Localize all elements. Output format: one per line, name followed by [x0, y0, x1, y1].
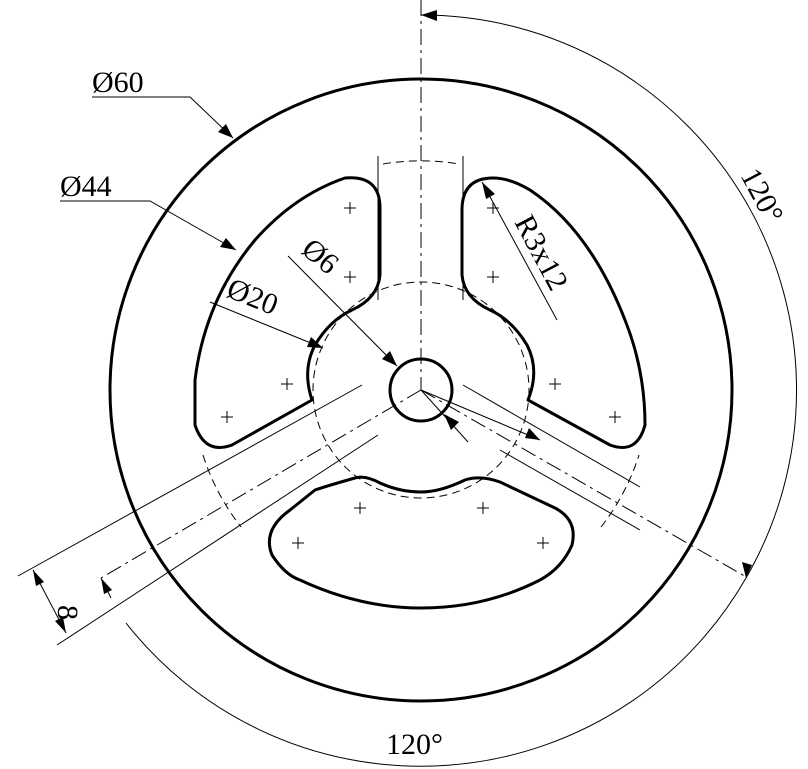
arrowhead-hub-right — [525, 428, 540, 440]
label-angle-bottom: 120° — [386, 728, 443, 761]
inner-construction-arc-right — [600, 454, 640, 528]
leader-bore-diameter-far — [420, 389, 469, 443]
arrowhead-spoke-circle — [220, 238, 236, 250]
label-spoke-width: 8 — [51, 605, 84, 620]
window-upper-right — [460, 176, 647, 449]
inner-construction-arc-left — [202, 454, 242, 528]
lower-left-center-line — [100, 389, 422, 579]
left-spoke-edge-lower — [56, 434, 379, 646]
hub-dimension-line — [420, 389, 541, 441]
angle-arc-top-right — [420, 14, 798, 579]
arrowhead-outer-diameter — [218, 124, 233, 138]
lower-right-center-line — [420, 389, 749, 579]
window-bottom — [267, 475, 575, 610]
label-fillet: R3x12 — [508, 210, 575, 296]
leader-spoke-circle — [60, 200, 237, 251]
arrowhead-spoke-width-ext — [101, 578, 112, 594]
angle-arc-bottom — [125, 577, 747, 767]
left-spoke-edge-upper — [17, 384, 363, 577]
inner-construction-arc — [382, 160, 460, 165]
arrowhead-hub-diameter — [307, 337, 323, 348]
arrowhead-spoke-width-bottom — [55, 617, 66, 633]
fillet-centers — [221, 202, 621, 549]
leader-hub-diameter — [209, 301, 324, 349]
arrowhead-spoke-width-top — [33, 570, 44, 586]
leader-bore-diameter — [287, 255, 398, 367]
right-spoke-edge-lower — [499, 449, 641, 531]
label-outer-diameter: Ø60 — [92, 66, 144, 99]
label-hub-diameter: Ø20 — [222, 272, 282, 322]
label-spoke-circle: Ø44 — [60, 170, 112, 203]
arrowhead-bore-diameter-far — [444, 414, 459, 430]
label-bore-diameter: Ø6 — [296, 232, 345, 281]
window-upper-left — [193, 176, 382, 449]
arrowhead-angle-right — [742, 562, 752, 578]
arrowhead-fillet — [482, 182, 495, 199]
leader-outer-diameter — [92, 96, 234, 139]
arrowhead-angle-top — [421, 10, 437, 21]
leader-fillet — [481, 181, 558, 321]
arrowhead-bore-diameter — [382, 351, 397, 366]
right-spoke-edge-upper — [462, 384, 641, 488]
